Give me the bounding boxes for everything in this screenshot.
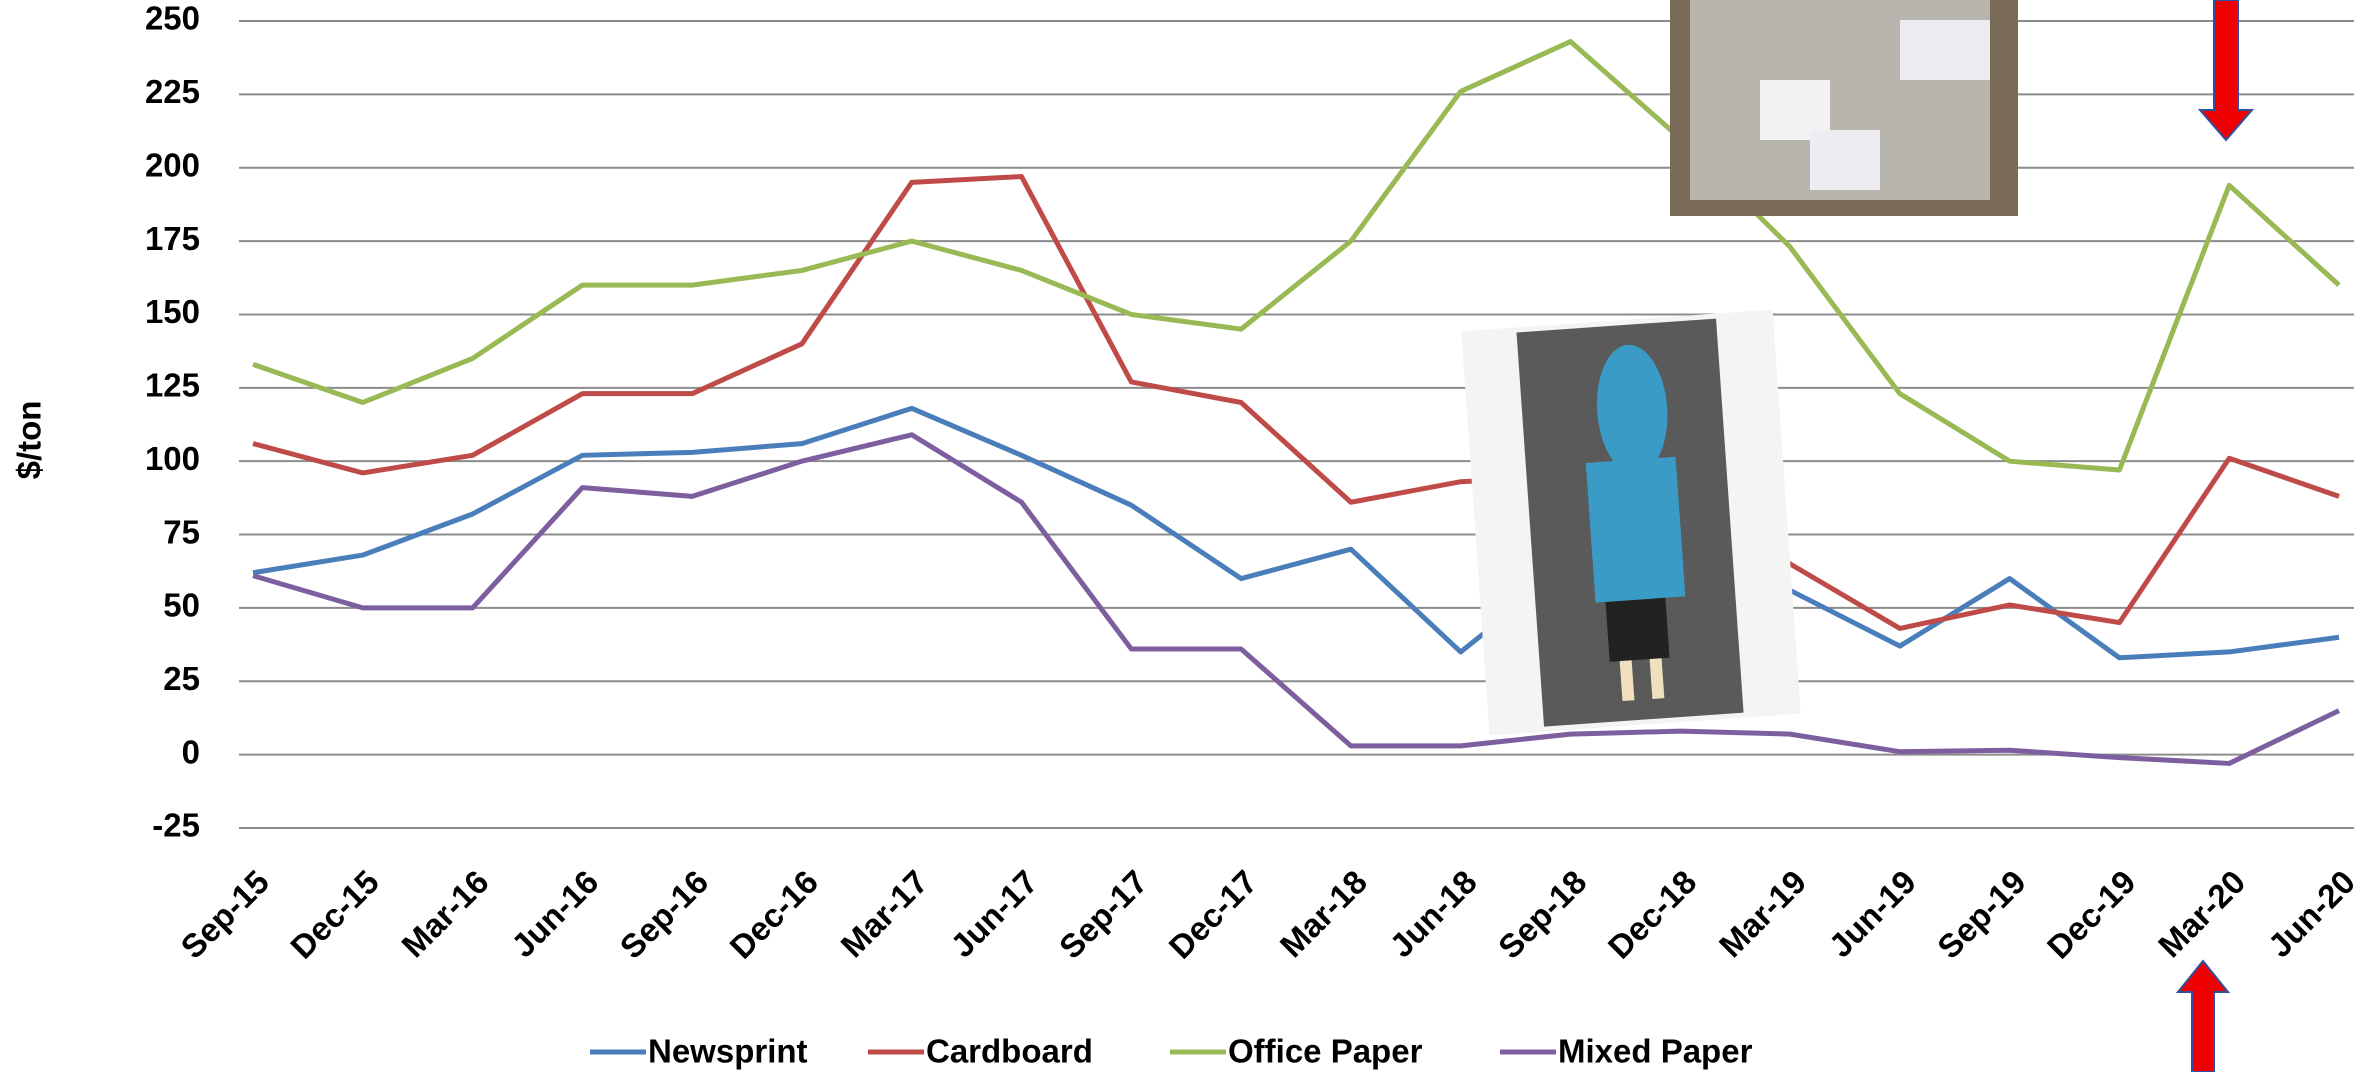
series-line — [252, 405, 2340, 661]
series-line — [252, 432, 2341, 766]
y-tick-label: 125 — [145, 367, 200, 404]
x-tick-label: Jun-20 — [2261, 863, 2362, 964]
x-tick-label: Sep-15 — [173, 863, 276, 966]
series-line — [252, 39, 2341, 473]
y-tick-label: 150 — [145, 293, 200, 330]
legend-label: Office Paper — [1228, 1033, 1423, 1070]
plot-area — [239, 20, 2354, 829]
x-tick-label: Jun-16 — [504, 863, 605, 964]
x-tick-label: Mar-16 — [394, 863, 495, 964]
legend-label: Cardboard — [926, 1033, 1093, 1070]
x-tick-label: Dec-15 — [283, 863, 386, 966]
cartoon — [1461, 309, 1801, 736]
y-tick-label: 50 — [163, 587, 200, 624]
red-arrow-up — [2175, 959, 2231, 1072]
legend-label: Mixed Paper — [1558, 1033, 1753, 1070]
x-tick-label: Sep-17 — [1052, 863, 1155, 966]
y-tick-label: -25 — [152, 807, 200, 844]
y-tick-label: 100 — [145, 440, 200, 477]
x-tick-label: Sep-16 — [613, 863, 716, 966]
y-tick-label: 175 — [145, 220, 200, 257]
x-tick-label: Sep-18 — [1491, 863, 1594, 966]
y-tick-label: 250 — [145, 0, 200, 37]
x-tick-label: Jun-19 — [1822, 863, 1923, 964]
y-tick-label: 75 — [163, 513, 200, 550]
photo — [1670, 0, 2018, 216]
x-tick-label: Dec-16 — [722, 863, 825, 966]
y-axis-label: $/ton — [11, 401, 48, 480]
x-tick-label: Mar-17 — [833, 863, 934, 964]
legend-label: Newsprint — [648, 1033, 808, 1070]
x-tick-label: Jun-18 — [1382, 863, 1483, 964]
y-tick-label: 200 — [145, 146, 200, 183]
x-tick-label: Dec-17 — [1162, 863, 1265, 966]
red-arrow-down — [2197, 0, 2255, 142]
x-tick-label: Dec-18 — [1601, 863, 1704, 966]
x-tick-label: Jun-17 — [943, 863, 1044, 964]
x-tick-label: Mar-18 — [1273, 863, 1374, 964]
y-tick-label: 0 — [182, 733, 200, 770]
x-tick-label: Mar-19 — [1712, 863, 1813, 964]
y-tick-label: 225 — [145, 73, 200, 110]
x-tick-label: Sep-19 — [1930, 863, 2033, 966]
x-tick-label: Mar-20 — [2151, 863, 2252, 964]
legend: Newsprint Cardboard Office Paper Mixed Pape… — [590, 1033, 1753, 1070]
y-tick-label: 25 — [163, 660, 200, 697]
series-line — [252, 174, 2340, 631]
x-tick-label: Dec-19 — [2040, 863, 2143, 966]
